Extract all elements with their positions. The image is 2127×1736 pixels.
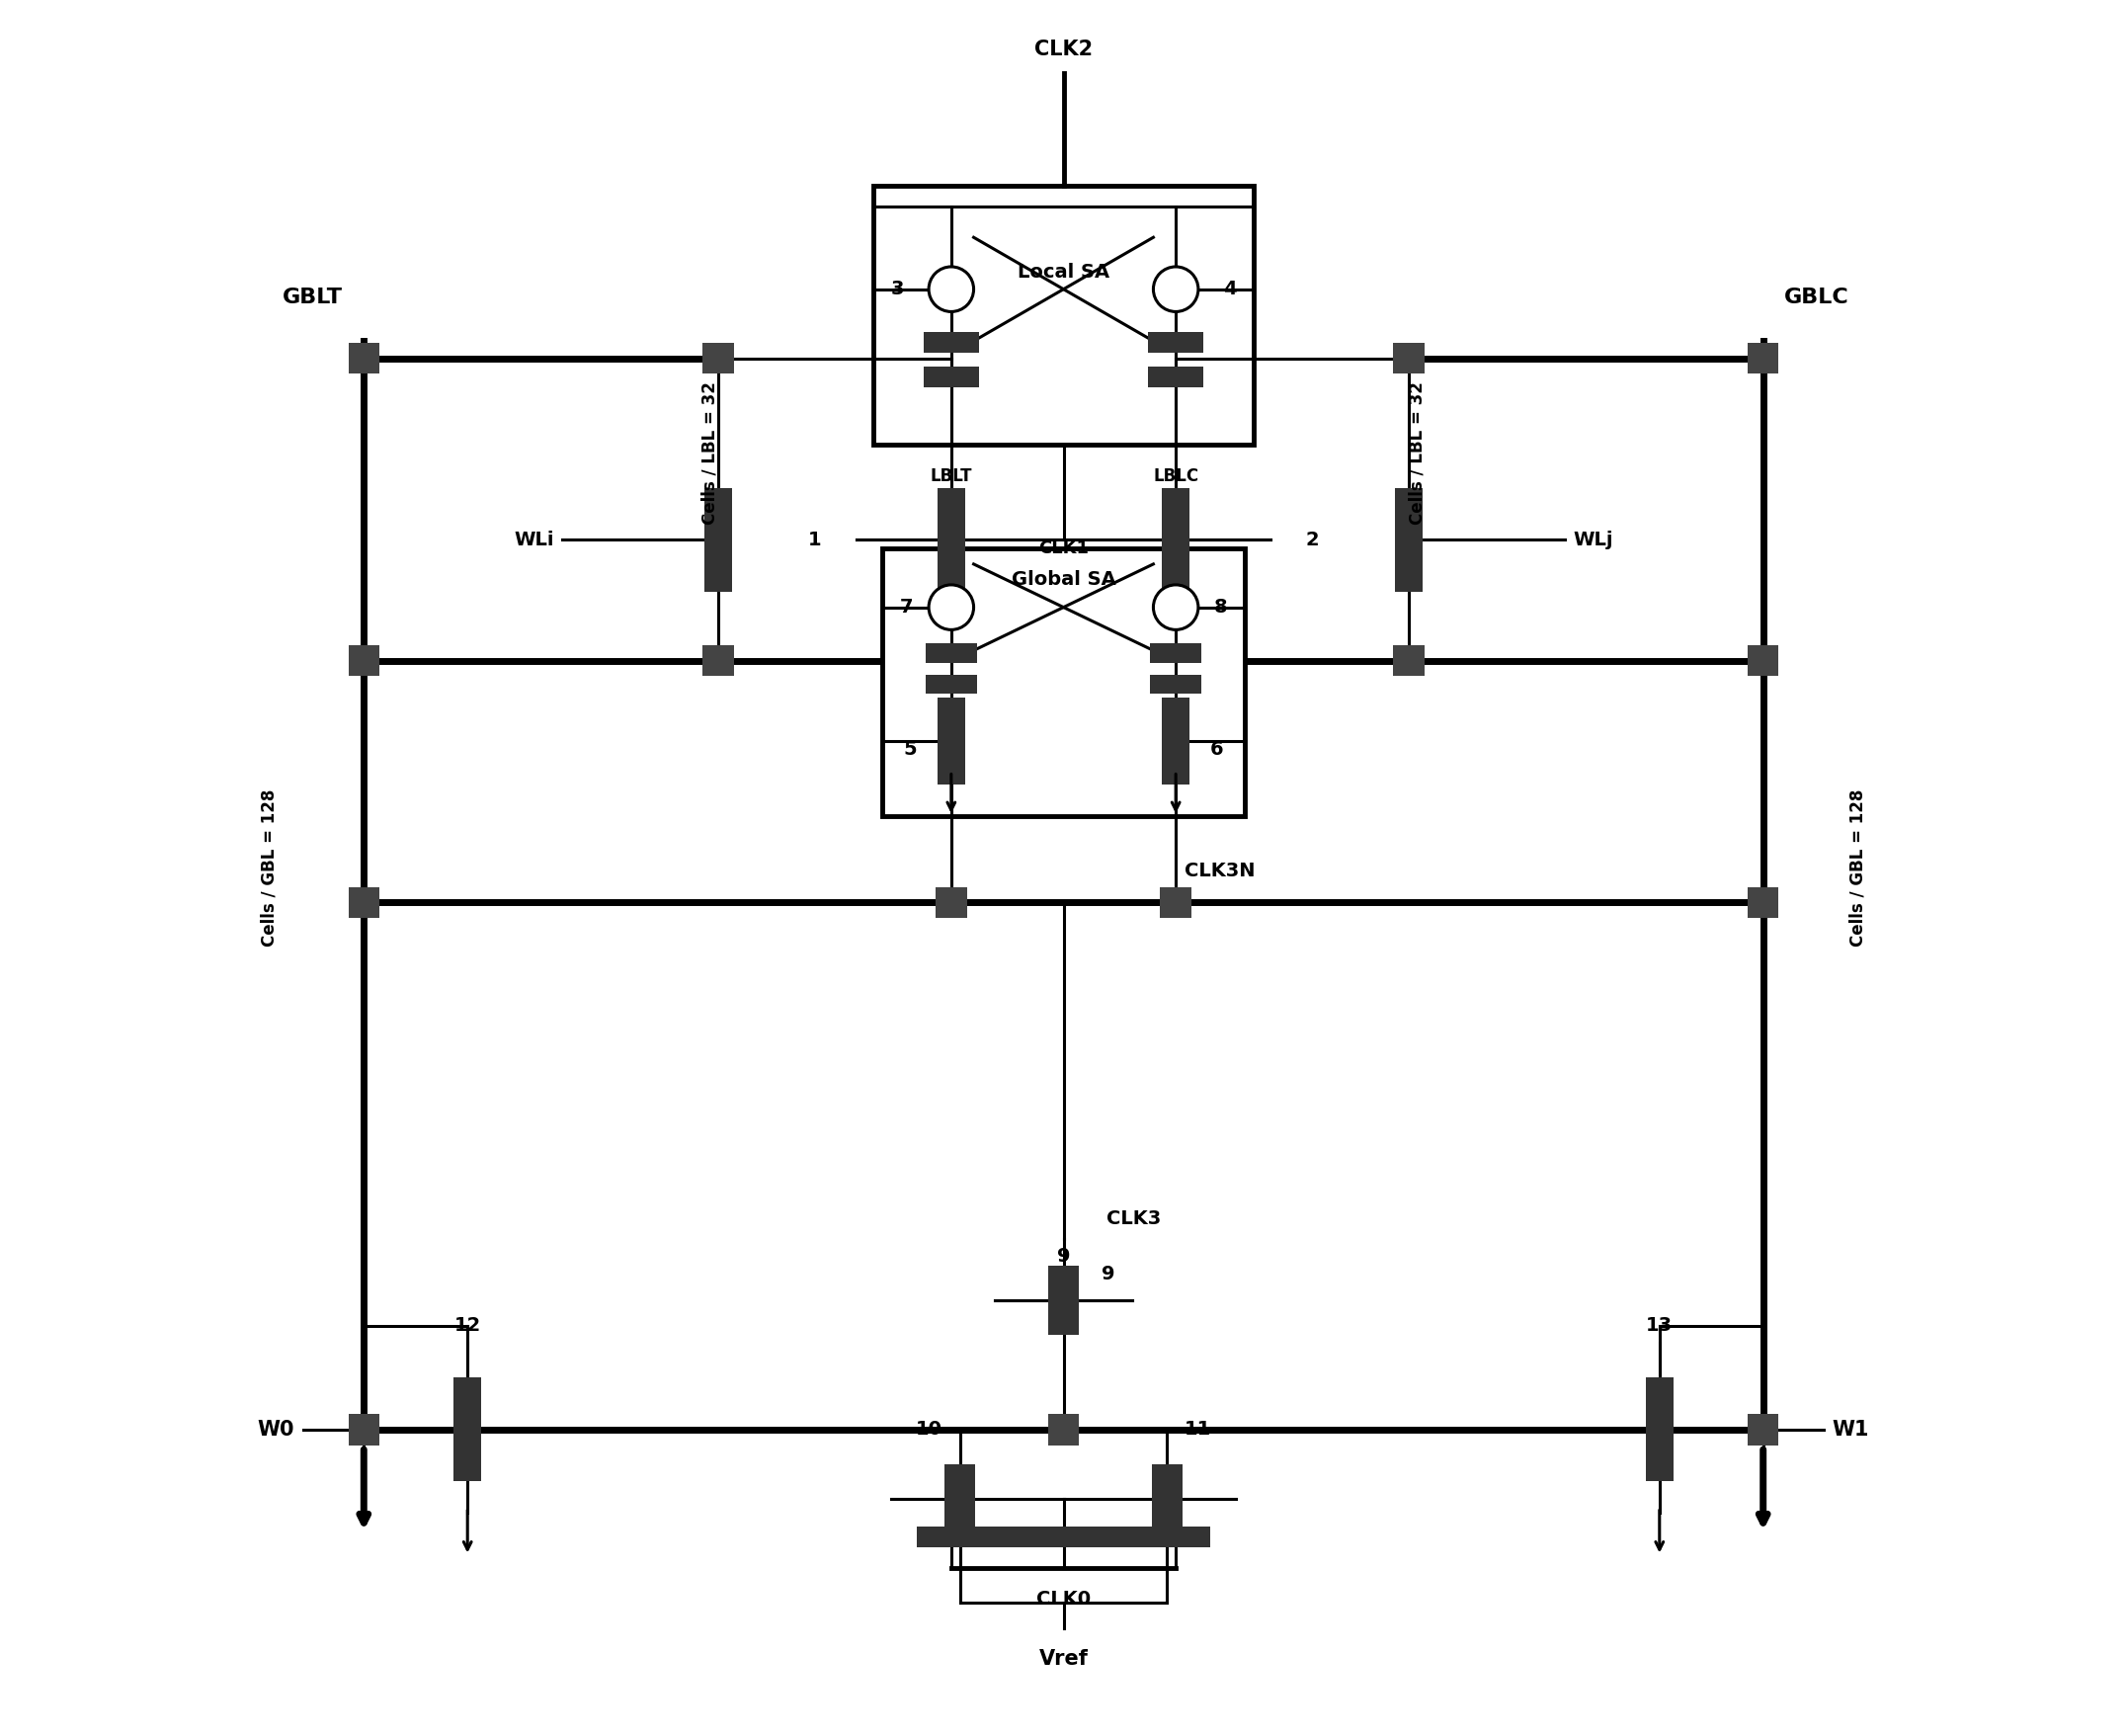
Bar bbox=[938, 698, 966, 785]
Bar bbox=[1748, 342, 1778, 373]
Bar bbox=[1149, 332, 1204, 352]
Bar bbox=[1393, 646, 1425, 677]
Bar bbox=[349, 342, 379, 373]
Bar bbox=[925, 644, 976, 663]
Bar bbox=[1159, 887, 1191, 918]
Bar bbox=[1151, 644, 1202, 663]
Text: 2: 2 bbox=[1306, 529, 1319, 549]
Text: 1: 1 bbox=[808, 529, 821, 549]
Text: Vref: Vref bbox=[1038, 1649, 1089, 1670]
Text: 12: 12 bbox=[453, 1316, 481, 1335]
Text: CLK3N: CLK3N bbox=[1185, 863, 1255, 880]
Text: W1: W1 bbox=[1831, 1420, 1870, 1439]
Circle shape bbox=[1153, 267, 1198, 312]
Bar bbox=[936, 887, 968, 918]
Bar bbox=[1393, 342, 1425, 373]
Bar bbox=[1748, 646, 1778, 677]
Text: CLK0: CLK0 bbox=[1036, 1590, 1091, 1608]
Bar bbox=[702, 646, 734, 677]
Bar bbox=[1151, 675, 1202, 694]
Bar bbox=[883, 549, 1244, 816]
Text: WLi: WLi bbox=[515, 529, 553, 549]
Bar bbox=[1646, 1378, 1674, 1481]
Text: CLK3: CLK3 bbox=[1106, 1210, 1161, 1227]
Text: W0: W0 bbox=[257, 1420, 296, 1439]
Bar bbox=[925, 675, 976, 694]
Bar bbox=[938, 488, 966, 592]
Text: 9: 9 bbox=[1057, 1248, 1070, 1266]
Bar bbox=[702, 342, 734, 373]
Bar bbox=[1149, 366, 1204, 387]
Text: 4: 4 bbox=[1223, 279, 1236, 299]
Bar bbox=[1159, 887, 1191, 918]
Bar bbox=[1049, 1415, 1078, 1444]
Text: Cells / LBL = 32: Cells / LBL = 32 bbox=[1408, 382, 1427, 524]
Text: Cells / GBL = 128: Cells / GBL = 128 bbox=[1848, 790, 1868, 946]
Text: Cells / LBL = 32: Cells / LBL = 32 bbox=[700, 382, 719, 524]
Text: 5: 5 bbox=[904, 740, 917, 759]
Circle shape bbox=[929, 267, 974, 312]
Bar bbox=[936, 887, 968, 918]
Text: 8: 8 bbox=[1215, 597, 1227, 616]
Text: Global SA: Global SA bbox=[1010, 569, 1117, 589]
Bar bbox=[1161, 698, 1189, 785]
Text: CLK1: CLK1 bbox=[1038, 540, 1089, 557]
Circle shape bbox=[929, 585, 974, 630]
Text: 11: 11 bbox=[1185, 1420, 1212, 1439]
Text: CLK2: CLK2 bbox=[1034, 40, 1093, 59]
Bar bbox=[1748, 1415, 1778, 1444]
Text: 6: 6 bbox=[1210, 740, 1223, 759]
Text: 9: 9 bbox=[1102, 1264, 1115, 1283]
Bar bbox=[874, 186, 1253, 444]
Text: 10: 10 bbox=[917, 1420, 942, 1439]
Bar bbox=[1151, 1463, 1183, 1533]
Text: LBLT: LBLT bbox=[929, 467, 972, 484]
Text: 7: 7 bbox=[900, 597, 912, 616]
Bar bbox=[944, 1463, 976, 1533]
Bar bbox=[923, 332, 978, 352]
Bar bbox=[453, 1378, 481, 1481]
Text: WLj: WLj bbox=[1574, 529, 1612, 549]
Bar bbox=[917, 1526, 1210, 1547]
Bar bbox=[704, 488, 732, 592]
Bar bbox=[1395, 488, 1423, 592]
Circle shape bbox=[1153, 585, 1198, 630]
Bar bbox=[349, 1415, 379, 1444]
Bar bbox=[1748, 887, 1778, 918]
Text: Cells / GBL = 128: Cells / GBL = 128 bbox=[259, 790, 279, 946]
Bar bbox=[1049, 1266, 1078, 1335]
Text: LBLC: LBLC bbox=[1153, 467, 1200, 484]
Bar bbox=[1161, 488, 1189, 592]
Text: GBLT: GBLT bbox=[283, 288, 342, 307]
Text: Local SA: Local SA bbox=[1017, 262, 1110, 281]
Bar bbox=[349, 887, 379, 918]
Bar bbox=[923, 366, 978, 387]
Text: GBLC: GBLC bbox=[1785, 288, 1848, 307]
Text: 3: 3 bbox=[891, 279, 904, 299]
Text: 13: 13 bbox=[1646, 1316, 1674, 1335]
Bar bbox=[349, 646, 379, 677]
